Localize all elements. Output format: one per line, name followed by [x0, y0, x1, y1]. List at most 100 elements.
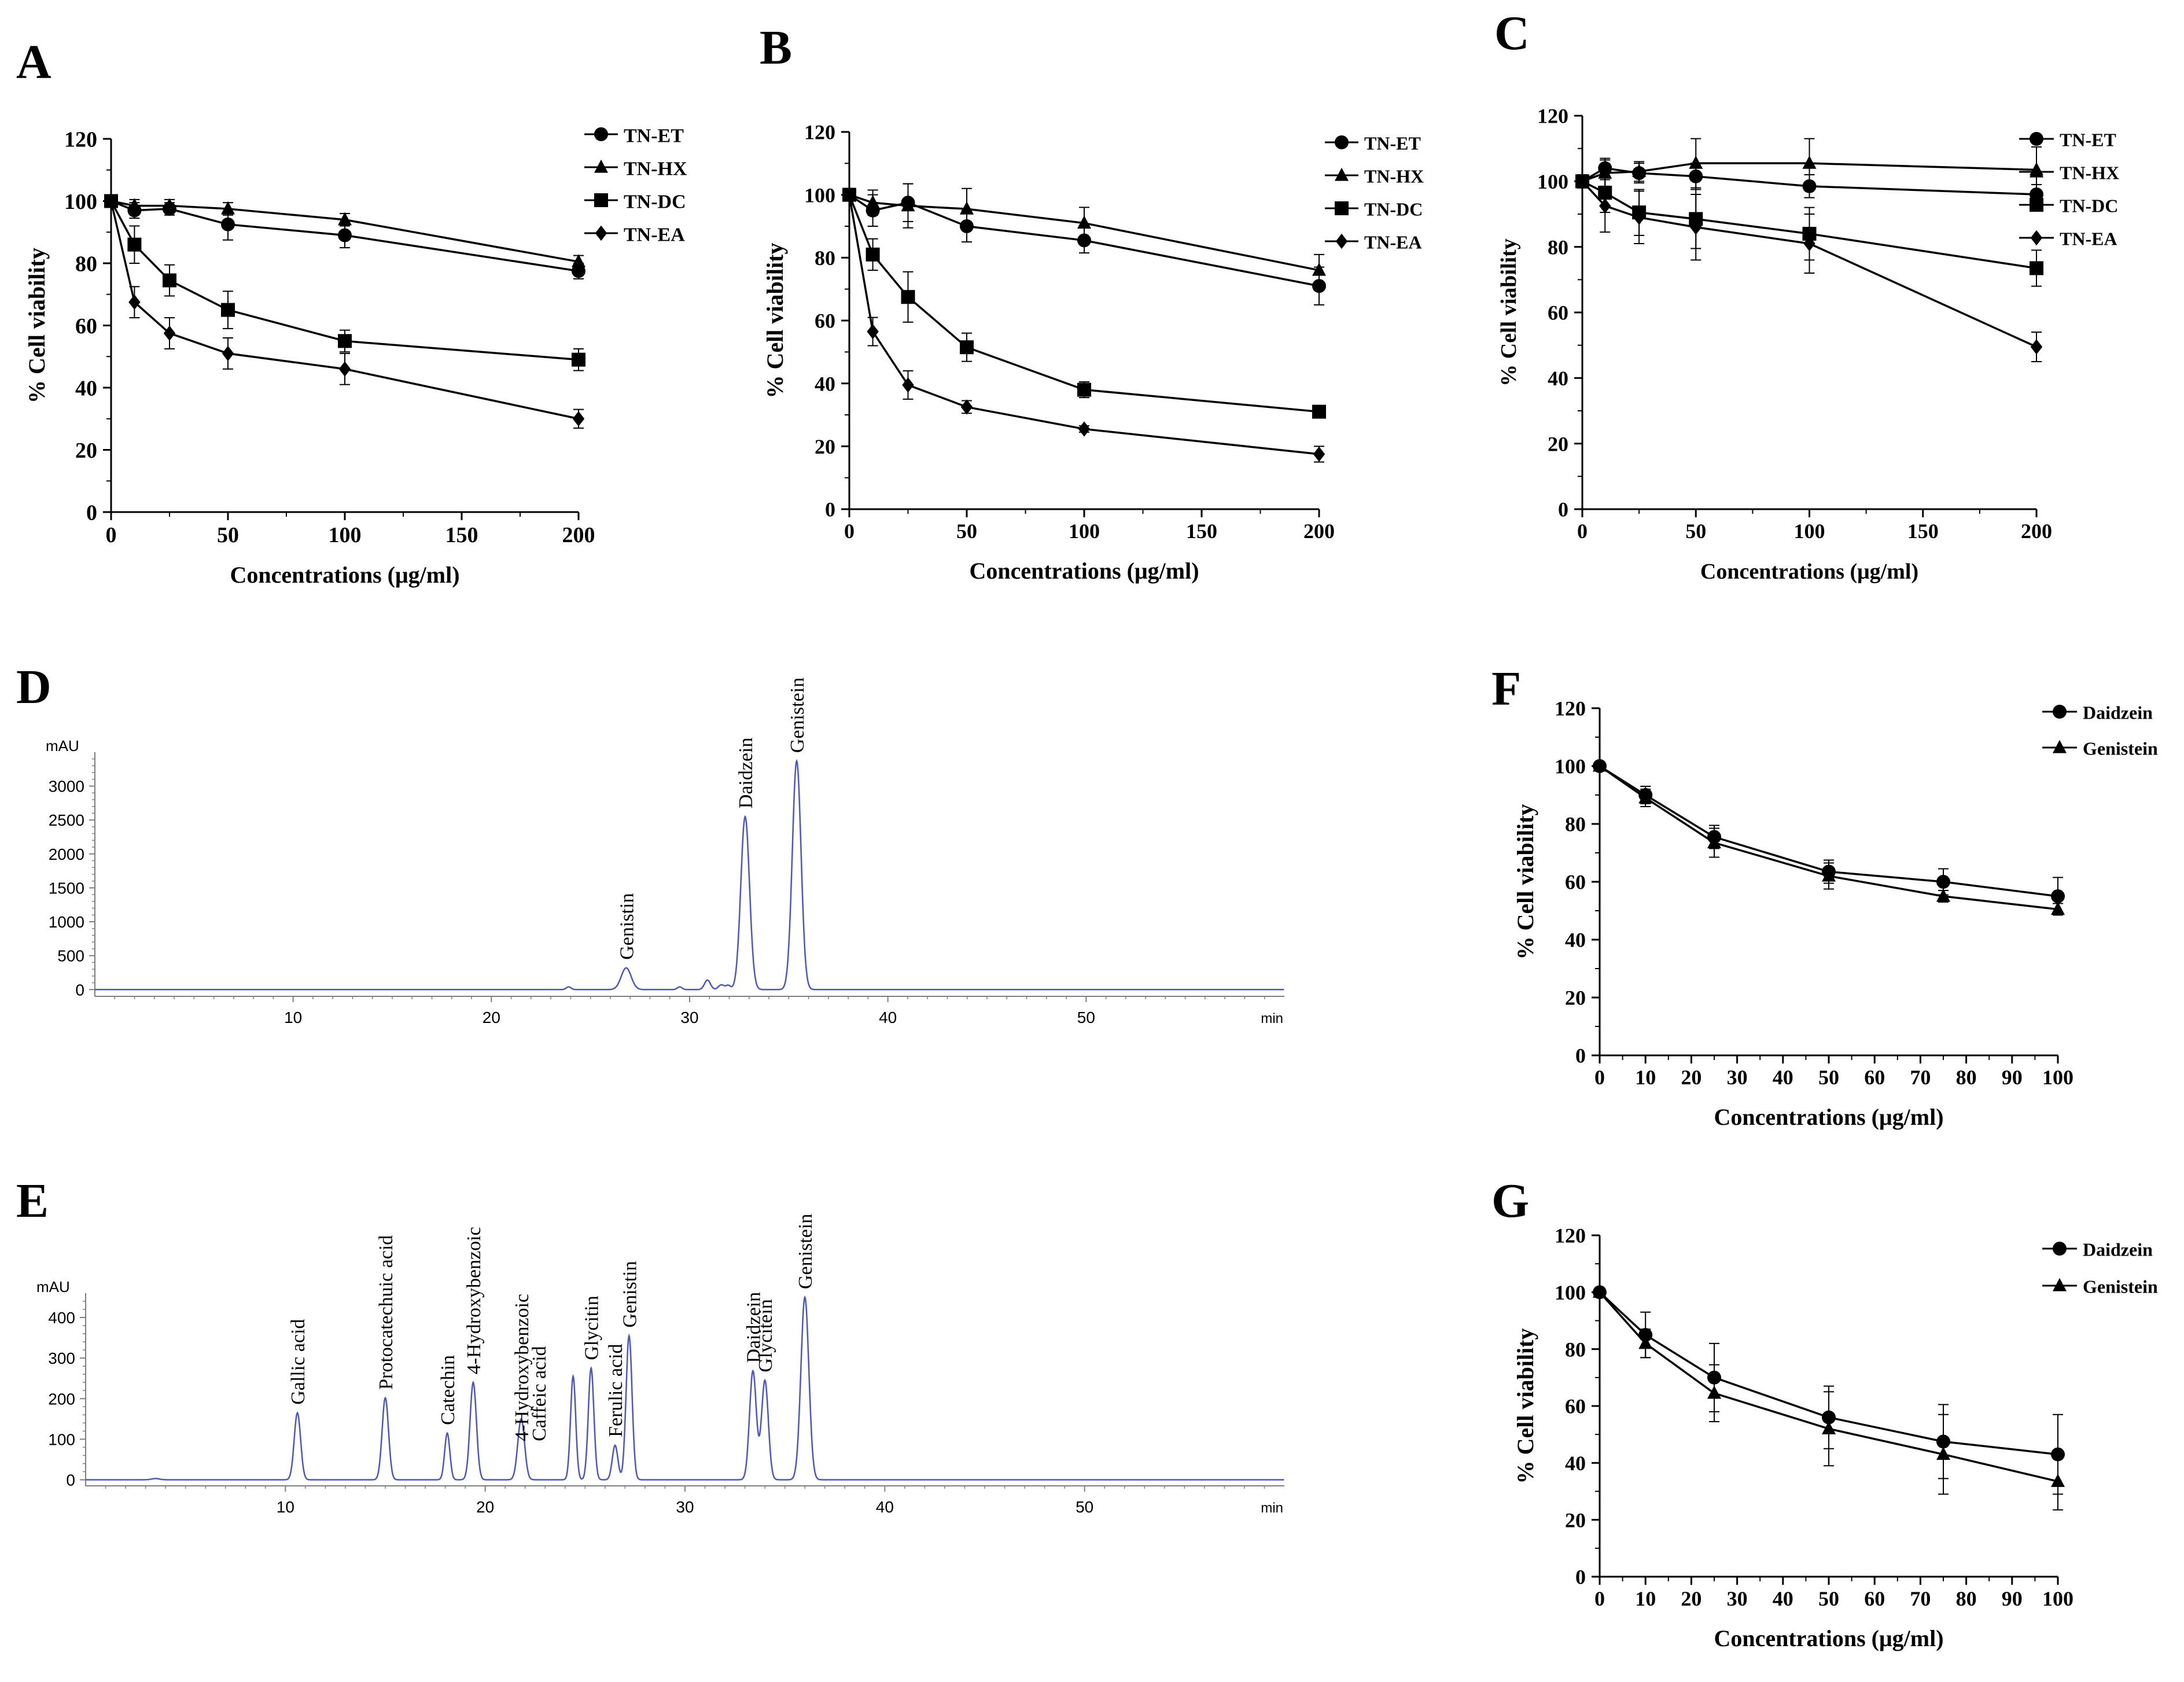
y-tick-label: 1500 [49, 879, 84, 897]
y-tick-label: 1000 [49, 913, 84, 931]
x-tick-label: 50 [956, 520, 977, 543]
y-tick-label: 120 [1555, 1224, 1586, 1247]
panel-letter: G [1491, 1174, 1529, 1228]
y-tick-label: 0 [825, 498, 835, 521]
series-line [849, 194, 1320, 271]
series-genistein: Genistein [1593, 738, 2158, 916]
series-tn-dc: TN-DC [104, 191, 686, 371]
legend-marker [2030, 132, 2043, 146]
series-genistein: Genistein [1593, 1276, 2158, 1511]
data-point [221, 201, 235, 215]
panel-letter: A [16, 35, 51, 89]
x-tick-label: 200 [562, 523, 595, 547]
legend-label: Daidzein [2083, 1239, 2153, 1260]
y-tick-label: 80 [1565, 1338, 1586, 1361]
x-tick-label: 30 [1727, 1587, 1748, 1610]
peak-label: Genistein [795, 1214, 816, 1289]
series-tn-hx: TN-HX [104, 158, 687, 269]
y-tick-label: 2500 [49, 811, 84, 829]
legend-marker [2053, 1242, 2067, 1256]
y-tick-label: 2000 [49, 845, 84, 863]
data-point [1077, 215, 1091, 229]
x-axis-label: Concentrations (μg/ml) [230, 562, 459, 588]
x-tick-label: 80 [1956, 1587, 1977, 1610]
data-point [1599, 198, 1611, 214]
y-tick-label: 40 [815, 372, 835, 395]
data-point [127, 237, 142, 252]
x-axis-label: Concentrations (μg/ml) [969, 558, 1199, 584]
y-tick-label: 300 [48, 1349, 75, 1367]
y-tick-label: 500 [57, 947, 84, 965]
data-point [1936, 1447, 1950, 1460]
data-point [2051, 889, 2065, 903]
y-tick-label: 20 [815, 435, 835, 458]
data-point [1313, 446, 1325, 462]
data-point [1078, 421, 1091, 437]
data-point [901, 290, 915, 304]
series-line [1581, 181, 2037, 348]
data-point [960, 399, 973, 415]
legend-marker [2053, 739, 2067, 753]
data-point [338, 212, 352, 226]
y-tick-label: 20 [1565, 987, 1586, 1010]
data-point [1077, 382, 1091, 397]
data-point [1632, 164, 1647, 177]
x-tick-label: 30 [680, 1009, 698, 1026]
series-line [1599, 765, 2058, 897]
x-tick-label: 20 [483, 1009, 500, 1026]
data-point [1077, 233, 1091, 248]
data-point [1638, 1335, 1653, 1349]
x-tick-label: 50 [1077, 1009, 1095, 1026]
data-point [338, 228, 352, 242]
data-point [901, 198, 915, 212]
legend-label: TN-HX [2060, 163, 2119, 183]
x-unit-label: min [1261, 1500, 1283, 1516]
data-point [163, 325, 176, 341]
peak-label: Protocatechuic acid [375, 1235, 397, 1390]
data-point [843, 187, 856, 203]
series-tn-dc: TN-DC [842, 187, 1423, 419]
y-axis-label: % Cell viability [762, 243, 788, 399]
series-tn-dc: TN-DC [1575, 172, 2118, 287]
x-tick-label: 60 [1864, 1066, 1885, 1089]
panel-letter: E [16, 1174, 49, 1228]
data-point [163, 273, 176, 288]
data-point [1312, 404, 1326, 419]
y-tick-label: 0 [66, 1471, 75, 1489]
x-tick-label: 50 [1685, 520, 1706, 543]
series-line [848, 194, 1320, 413]
y-tick-label: 80 [1565, 813, 1586, 836]
y-tick-label: 0 [1575, 1566, 1586, 1589]
x-tick-label: 100 [2042, 1587, 2073, 1610]
x-tick-label: 20 [1681, 1066, 1701, 1089]
y-tick-label: 20 [75, 439, 97, 463]
x-tick-label: 20 [476, 1498, 494, 1516]
legend-label: Genistein [2083, 738, 2158, 759]
x-tick-label: 100 [1794, 520, 1825, 543]
data-point [902, 377, 914, 393]
peak-label: 4-Hydroxybenzoic [511, 1294, 533, 1441]
legend-label: TN-ET [624, 125, 684, 146]
legend-marker [1335, 201, 1349, 215]
data-point [163, 198, 176, 212]
peak-label: Ferulic acid [605, 1344, 627, 1437]
peak-label: Glycitein [755, 1299, 776, 1372]
x-tick-label: 40 [876, 1498, 894, 1516]
data-point [867, 323, 879, 340]
panel-b: B 0 20 40 60 80 100 120 0 50 100 150 200 Concentratio… [760, 21, 1424, 584]
x-tick-label: 10 [1635, 1066, 1656, 1089]
legend-label: TN-DC [2060, 196, 2118, 216]
x-tick-label: 50 [1818, 1066, 1839, 1089]
x-tick-label: 200 [2021, 520, 2052, 543]
legend-marker [2053, 1278, 2067, 1291]
legend-marker [2030, 230, 2043, 246]
x-tick-label: 150 [1186, 520, 1217, 543]
legend-marker [1335, 167, 1349, 181]
data-point [866, 195, 880, 208]
legend-label: TN-ET [2060, 130, 2116, 150]
peak-label: Daidzein [743, 1292, 764, 1363]
y-tick-label: 100 [1555, 1281, 1586, 1304]
legend-marker [2053, 705, 2067, 719]
